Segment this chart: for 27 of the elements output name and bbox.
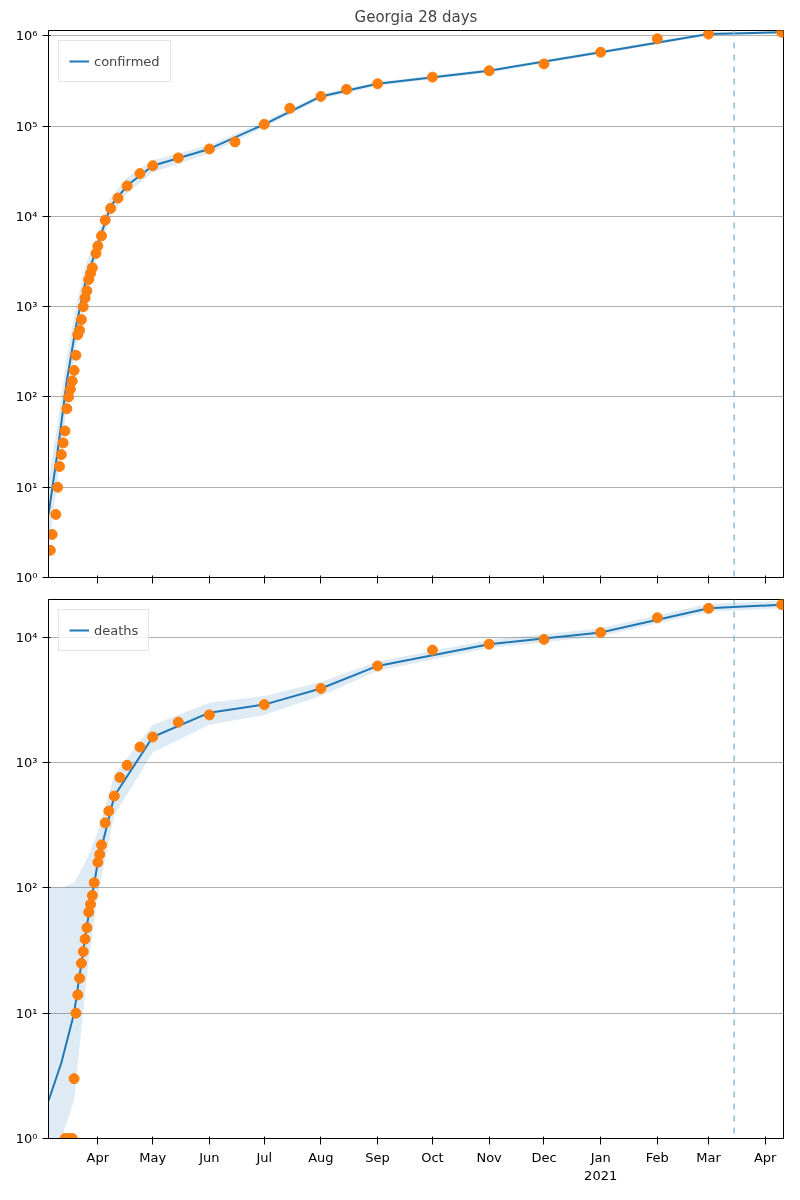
x-tick-label: Apr (86, 1149, 110, 1165)
y-tick-label: 10² (15, 880, 38, 896)
legend-label: confirmed (94, 53, 160, 69)
y-tick-label: 10³ (15, 299, 38, 315)
y-tick-label: 10⁰ (15, 1131, 38, 1146)
x-tick-label: Jun (198, 1149, 220, 1165)
x-tick-label: Feb (645, 1149, 669, 1165)
y-tick-label: 10⁰ (15, 570, 38, 585)
y-tick-label: 10⁵ (15, 118, 38, 134)
y-tick-label: 10¹ (15, 1005, 38, 1021)
x-tick-label: Sep (365, 1149, 390, 1165)
y-tick-label: 10¹ (15, 479, 38, 495)
y-tick-label: 10⁶ (15, 28, 38, 44)
y-tick-label: 10³ (15, 755, 38, 771)
x-tick-label: Jan 2021 (584, 1149, 618, 1183)
chart-title: Georgia 28 days (354, 7, 478, 26)
x-tick-label: Dec (531, 1149, 557, 1165)
x-tick-label: Nov (476, 1149, 503, 1165)
x-tick-label: Mar (696, 1149, 722, 1165)
x-tick-label: Oct (421, 1149, 444, 1165)
y-tick-label: 10⁴ (15, 208, 38, 224)
x-tick-label: Jul (255, 1149, 273, 1165)
y-tick-label: 10⁴ (15, 629, 38, 645)
y-tick-label: 10² (15, 389, 38, 405)
x-tick-label: Aug (308, 1149, 334, 1165)
x-tick-label: May (139, 1149, 167, 1165)
x-tick-label: Apr (753, 1149, 778, 1165)
